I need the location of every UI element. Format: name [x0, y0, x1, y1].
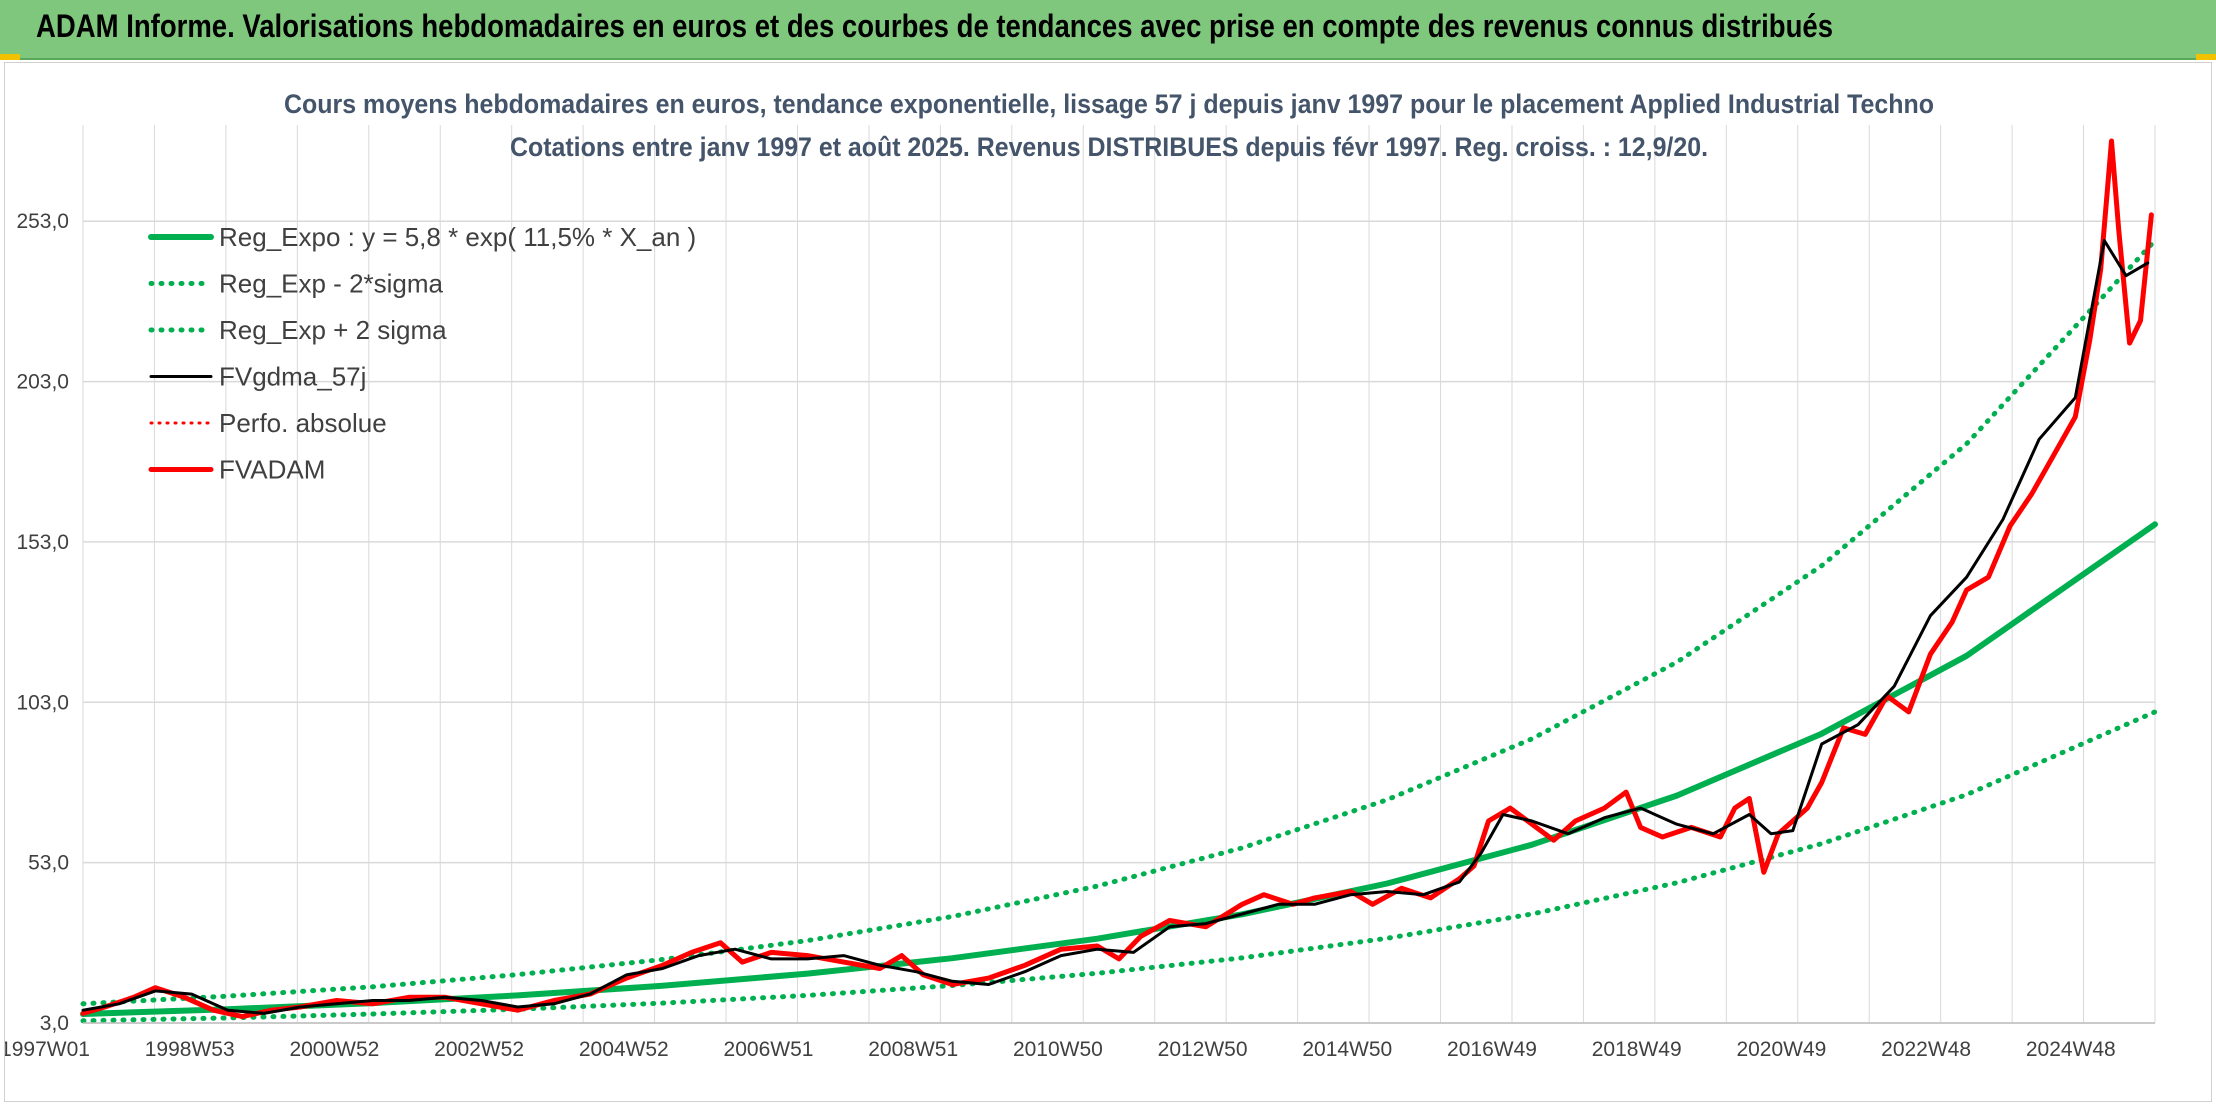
legend-label: Reg_Expo : y = 5,8 * exp( 11,5% * X_an )	[219, 222, 696, 252]
chart-area: Cours moyens hebdomadaires en euros, ten…	[4, 62, 2212, 1102]
legend-label: FVADAM	[219, 455, 325, 485]
series-line-solid-red	[80, 138, 2154, 1020]
series-lines	[80, 138, 2158, 1024]
corner-marker-right	[2196, 54, 2216, 60]
series-line-solid-black	[81, 239, 2150, 1015]
x-tick-label: 2008W51	[868, 1038, 958, 1061]
x-tick-label: 2016W49	[1447, 1038, 1537, 1061]
legend-label: Perfo. absolue	[219, 408, 387, 438]
legend: Reg_Expo : y = 5,8 * exp( 11,5% * X_an )…	[148, 222, 696, 485]
legend-label: FVgdma_57j	[219, 362, 366, 392]
y-tick-label: 3,0	[40, 1012, 69, 1035]
chart-title: Cours moyens hebdomadaires en euros, ten…	[284, 89, 1934, 119]
price-chart: Cours moyens hebdomadaires en euros, ten…	[5, 89, 2158, 1061]
x-tick-label: 2024W48	[2026, 1038, 2116, 1061]
x-tick-label: 2000W52	[289, 1038, 379, 1061]
y-tick-label: 203,0	[16, 371, 69, 394]
x-tick-label: 1998W53	[145, 1038, 235, 1061]
x-tick-label: 2004W52	[579, 1038, 669, 1061]
series-line-solid-green	[80, 521, 2158, 1017]
x-tick-label: 2010W50	[1013, 1038, 1103, 1061]
x-tick-label: 2014W50	[1302, 1038, 1392, 1061]
x-tick-label: 2002W52	[434, 1038, 524, 1061]
y-tick-label: 253,0	[16, 210, 69, 233]
x-tick-label: 2018W49	[1592, 1038, 1682, 1061]
y-tick-label: 153,0	[16, 531, 69, 554]
series-line-dotted-green	[80, 238, 2158, 1007]
legend-label: Reg_Exp + 2 sigma	[219, 315, 447, 345]
axes: 3,0 53,0 103,0 153,0 203,0 253,0 1997W01 1998W5…	[5, 210, 2155, 1061]
report-banner: ADAM Informe. Valorisations hebdomadaire…	[0, 0, 2216, 60]
y-tick-label: 53,0	[28, 852, 69, 875]
x-tick-label: 1997W01	[5, 1038, 90, 1061]
x-tick-label: 2006W51	[724, 1038, 814, 1061]
legend-label: Reg_Exp - 2*sigma	[219, 269, 444, 299]
corner-marker-left	[0, 54, 20, 60]
grid-lines	[82, 125, 2156, 1024]
chart-subtitle: Cotations entre janv 1997 et août 2025. …	[510, 132, 1708, 162]
x-tick-label: 2020W49	[1736, 1038, 1826, 1061]
series-line-dotted-green	[80, 709, 2158, 1024]
x-tick-label: 2012W50	[1158, 1038, 1248, 1061]
x-tick-label: 2022W48	[1881, 1038, 1971, 1061]
report-title: ADAM Informe. Valorisations hebdomadaire…	[36, 8, 1833, 44]
y-tick-label: 103,0	[16, 691, 69, 714]
